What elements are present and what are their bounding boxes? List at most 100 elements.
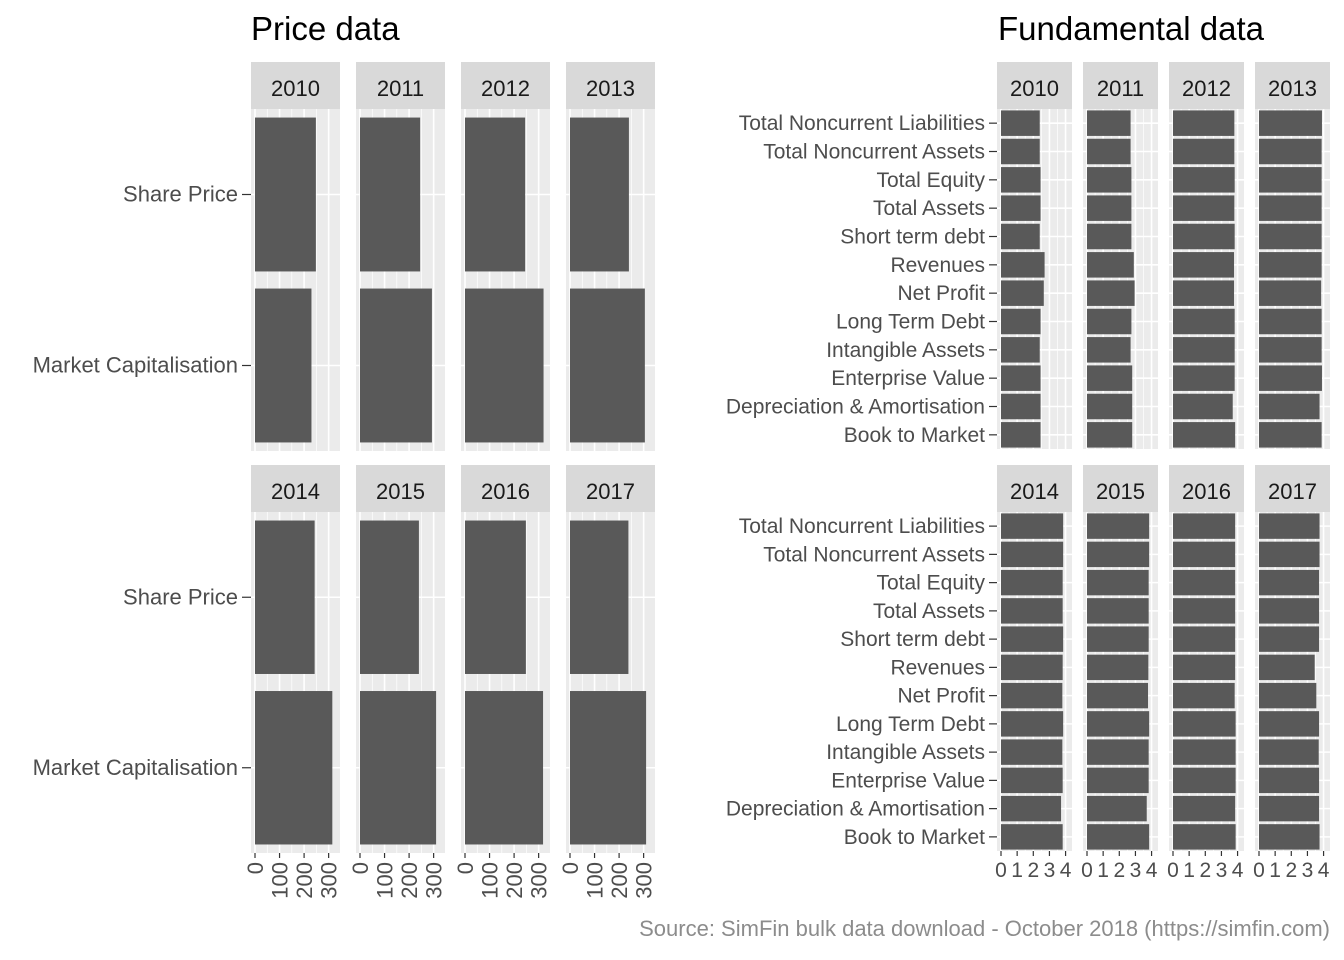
fund-category-label-1-2: Total Equity <box>876 572 985 595</box>
price-strip-label-2014: 2014 <box>271 479 320 504</box>
fund-bar-2011-10 <box>1087 393 1133 420</box>
fund-category-label-1-1: Total Noncurrent Assets <box>763 543 985 566</box>
fund-bar-2010-9 <box>1001 365 1041 391</box>
fund-category-label-0-11: Book to Market <box>844 424 985 447</box>
price-bar-2014-1 <box>255 691 333 845</box>
price-bar-2016-0 <box>465 520 526 674</box>
fund-xtick-label-2014-2: 2 <box>1027 859 1039 882</box>
fund-strip-2016 <box>1169 465 1244 512</box>
fund-bar-2017-10 <box>1259 795 1320 822</box>
fund-bar-2013-7 <box>1259 308 1322 335</box>
fund-bar-2015-10 <box>1087 795 1147 822</box>
fund-category-label-0-0: Total Noncurrent Liabilities <box>739 112 985 135</box>
price-chart-title: Price data <box>251 10 400 47</box>
fund-xtick-label-2016-2: 2 <box>1199 859 1211 882</box>
price-bar-2014-0 <box>255 520 315 674</box>
fund-bar-2017-6 <box>1259 682 1317 709</box>
fund-bar-2016-10 <box>1173 795 1236 822</box>
fund-xtick-label-2015-4: 4 <box>1146 859 1158 882</box>
fund-bar-2010-3 <box>1001 195 1041 221</box>
fund-bar-2015-4 <box>1087 626 1149 652</box>
price-xtick-label-2017-300: 300 <box>632 862 657 899</box>
fund-bar-2011-11 <box>1087 422 1133 448</box>
fund-category-label-1-7: Long Term Debt <box>836 713 985 736</box>
fund-strip-2013 <box>1255 62 1330 109</box>
fund-bar-2014-11 <box>1001 824 1063 850</box>
fund-category-label-1-0: Total Noncurrent Liabilities <box>739 515 985 538</box>
fund-panel-2011 <box>1083 109 1158 449</box>
fund-bar-2013-2 <box>1259 167 1322 193</box>
price-xtick-label-2017-200: 200 <box>607 862 632 899</box>
fund-bar-2013-6 <box>1259 280 1322 306</box>
fund-bar-2017-2 <box>1259 569 1320 596</box>
price-strip-2014 <box>251 465 340 512</box>
fund-bar-2013-3 <box>1259 195 1322 221</box>
fund-xtick-label-2017-0: 0 <box>1253 859 1265 882</box>
price-bar-2017-0 <box>570 520 629 674</box>
fund-xtick-label-2016-0: 0 <box>1167 859 1179 882</box>
fund-bar-2016-5 <box>1173 654 1236 681</box>
fund-bar-2015-11 <box>1087 824 1150 850</box>
fund-strip-2010 <box>997 62 1072 109</box>
fund-category-label-1-10: Depreciation & Amortisation <box>726 798 985 821</box>
price-bar-2013-1 <box>570 288 645 443</box>
fund-bar-2017-7 <box>1259 711 1320 737</box>
fund-category-label-1-11: Book to Market <box>844 826 985 849</box>
fund-bar-2012-5 <box>1173 252 1235 278</box>
fund-bar-2011-7 <box>1087 308 1132 335</box>
fund-category-label-0-3: Total Assets <box>873 197 985 220</box>
price-strip-label-2015: 2015 <box>376 479 425 504</box>
price-strip-2011 <box>356 62 445 109</box>
price-bar-2016-1 <box>465 691 544 845</box>
price-xtick-label-2015-100: 100 <box>373 862 398 899</box>
price-strip-label-2016: 2016 <box>481 479 530 504</box>
fund-bar-2012-6 <box>1173 280 1235 306</box>
fund-panel-2016 <box>1169 512 1244 851</box>
fund-xtick-label-2014-4: 4 <box>1060 859 1072 882</box>
fund-bar-2010-5 <box>1001 252 1045 278</box>
fund-category-label-1-6: Net Profit <box>897 685 985 708</box>
fund-panel-2012 <box>1169 109 1244 449</box>
price-bar-2015-1 <box>360 691 437 845</box>
fund-category-label-0-2: Total Equity <box>876 169 985 192</box>
fundamental-chart-title: Fundamental data <box>998 10 1265 47</box>
price-xtick-label-2016-200: 200 <box>502 862 527 899</box>
fund-bar-2014-9 <box>1001 767 1063 794</box>
fund-xtick-label-2016-4: 4 <box>1232 859 1244 882</box>
fund-xtick-label-2014-0: 0 <box>995 859 1007 882</box>
fund-category-label-0-10: Depreciation & Amortisation <box>726 396 985 419</box>
fund-bar-2016-1 <box>1173 541 1236 568</box>
fund-bar-2016-7 <box>1173 711 1236 737</box>
price-bar-2010-1 <box>255 288 312 443</box>
fund-bar-2017-0 <box>1259 513 1320 539</box>
fund-bar-2016-8 <box>1173 739 1236 765</box>
fund-bar-2016-11 <box>1173 824 1236 850</box>
fund-strip-label-2012: 2012 <box>1182 76 1231 101</box>
fund-bar-2016-3 <box>1173 598 1236 624</box>
fund-bar-2013-8 <box>1259 337 1322 363</box>
fund-bar-2013-1 <box>1259 138 1322 165</box>
fund-bar-2012-4 <box>1173 223 1235 250</box>
fund-strip-2011 <box>1083 62 1158 109</box>
fund-bar-2017-3 <box>1259 598 1320 624</box>
price-strip-2016 <box>461 465 550 512</box>
fund-bar-2011-0 <box>1087 110 1131 136</box>
fund-panel-2014 <box>997 512 1072 851</box>
fund-bar-2013-11 <box>1259 422 1322 448</box>
price-xtick-label-2014-200: 200 <box>292 862 317 899</box>
fund-bar-2012-9 <box>1173 365 1235 391</box>
fund-bar-2011-4 <box>1087 223 1132 250</box>
fund-xtick-label-2015-3: 3 <box>1130 859 1142 882</box>
fund-bar-2017-8 <box>1259 739 1319 765</box>
fund-bar-2015-2 <box>1087 569 1149 596</box>
fund-xtick-label-2016-1: 1 <box>1183 859 1195 882</box>
fund-xtick-label-2017-3: 3 <box>1302 859 1314 882</box>
fund-bar-2013-9 <box>1259 365 1322 391</box>
fund-strip-label-2013: 2013 <box>1268 76 1317 101</box>
fund-bar-2014-2 <box>1001 569 1063 596</box>
price-xtick-label-2014-300: 300 <box>317 862 342 899</box>
fund-category-label-1-5: Revenues <box>890 656 985 679</box>
fund-xtick-label-2017-2: 2 <box>1285 859 1297 882</box>
fund-bar-2010-10 <box>1001 393 1041 420</box>
